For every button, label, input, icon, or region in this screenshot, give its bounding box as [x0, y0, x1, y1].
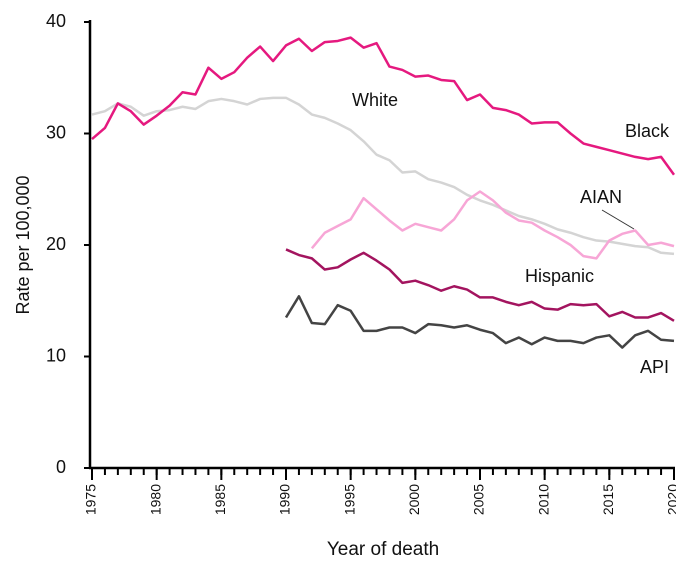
series-line	[91, 36, 676, 176]
series-line	[310, 190, 675, 260]
series-line	[285, 248, 675, 322]
series-label: Black	[625, 121, 670, 141]
y-tick-label: 0	[56, 457, 66, 477]
series-label: Hispanic	[525, 266, 594, 286]
label-leader	[601, 209, 635, 230]
x-tick-label: 2005	[471, 484, 487, 515]
x-tick-label: 1985	[212, 484, 228, 515]
x-tick-label: 1980	[147, 484, 163, 515]
x-tick-label: 2020	[665, 484, 676, 515]
series-line	[284, 295, 675, 349]
series-line	[91, 96, 675, 256]
series-label: API	[640, 357, 669, 377]
x-tick-label: 2000	[406, 484, 422, 515]
x-tick-label: 1990	[277, 484, 293, 515]
x-tick-label: 2010	[535, 484, 551, 515]
y-tick-label: 10	[46, 345, 66, 365]
x-tick-label: 1975	[83, 484, 99, 515]
y-axis-label: Rate per 100,000	[13, 175, 33, 314]
x-axis-label: Year of death	[327, 539, 439, 560]
y-tick-label: 30	[46, 122, 66, 142]
x-tick-label: 1995	[341, 484, 357, 515]
y-tick-label: 40	[46, 11, 66, 31]
x-tick-label: 2015	[600, 484, 616, 515]
series-label: White	[352, 90, 398, 110]
y-tick-label: 20	[46, 234, 66, 254]
series-label: AIAN	[580, 187, 622, 207]
